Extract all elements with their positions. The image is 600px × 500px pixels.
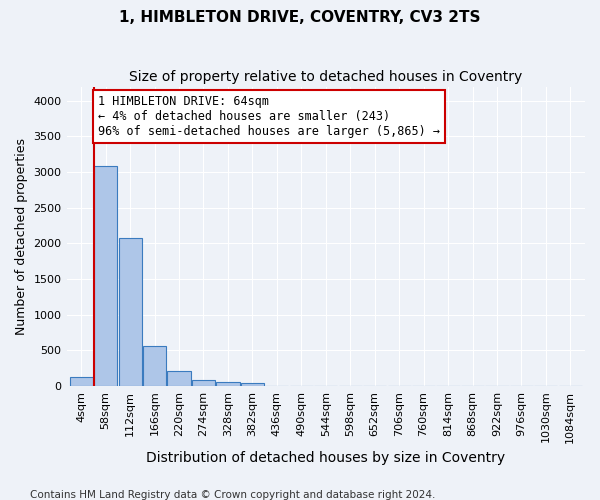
Text: 1, HIMBLETON DRIVE, COVENTRY, CV3 2TS: 1, HIMBLETON DRIVE, COVENTRY, CV3 2TS [119, 10, 481, 25]
Text: Contains HM Land Registry data © Crown copyright and database right 2024.: Contains HM Land Registry data © Crown c… [30, 490, 436, 500]
Title: Size of property relative to detached houses in Coventry: Size of property relative to detached ho… [129, 70, 523, 84]
Y-axis label: Number of detached properties: Number of detached properties [15, 138, 28, 334]
Bar [167, 371, 191, 386]
Bar [119, 238, 142, 386]
Text: 1 HIMBLETON DRIVE: 64sqm
← 4% of detached houses are smaller (243)
96% of semi-d: 1 HIMBLETON DRIVE: 64sqm ← 4% of detache… [98, 95, 440, 138]
Bar [143, 346, 166, 386]
X-axis label: Distribution of detached houses by size in Coventry: Distribution of detached houses by size … [146, 451, 505, 465]
Bar [94, 166, 117, 386]
Bar [241, 383, 264, 386]
Bar [217, 382, 239, 386]
Bar [192, 380, 215, 386]
Bar [70, 376, 93, 386]
